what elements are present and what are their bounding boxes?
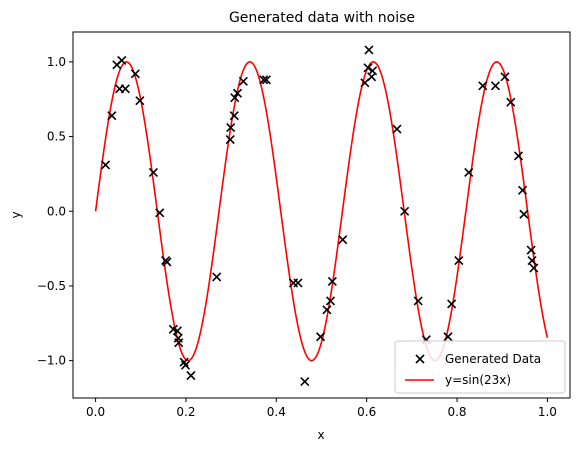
data-point bbox=[186, 371, 196, 381]
plot-frame bbox=[72, 31, 571, 399]
y-axis-ticks: −1.0 −0.5 0.0 0.5 1.0 bbox=[37, 55, 73, 368]
data-point bbox=[478, 81, 488, 91]
y-tick-label: 0.0 bbox=[47, 204, 66, 218]
data-point bbox=[400, 206, 410, 216]
data-point bbox=[148, 167, 158, 177]
data-point bbox=[259, 75, 269, 85]
data-point bbox=[212, 272, 222, 282]
data-point bbox=[513, 151, 524, 161]
data-point bbox=[519, 209, 529, 219]
y-tick-label: 1.0 bbox=[47, 55, 66, 69]
data-point bbox=[517, 185, 528, 195]
data-point bbox=[179, 357, 189, 367]
x-tick-label: 1.0 bbox=[538, 405, 557, 419]
data-point bbox=[527, 255, 537, 266]
data-point bbox=[135, 96, 145, 106]
data-point bbox=[413, 296, 423, 306]
x-tick-label: 0.4 bbox=[267, 405, 286, 419]
x-tick-label: 0.0 bbox=[86, 405, 105, 419]
legend-box bbox=[394, 340, 566, 394]
x-axis-ticks: 0.0 0.2 0.4 0.6 0.8 1.0 bbox=[86, 398, 557, 419]
data-point bbox=[300, 377, 310, 387]
data-point bbox=[230, 93, 240, 103]
data-point bbox=[392, 124, 402, 134]
x-axis-label: x bbox=[317, 428, 324, 442]
marker-layer bbox=[100, 45, 539, 387]
data-point bbox=[155, 208, 165, 218]
data-point bbox=[162, 257, 172, 267]
data-point bbox=[117, 55, 127, 65]
data-point bbox=[180, 360, 191, 370]
data-point bbox=[100, 160, 111, 170]
line-layer bbox=[94, 61, 549, 362]
y-axis-label: y bbox=[9, 211, 23, 218]
x-tick-label: 0.6 bbox=[357, 405, 376, 419]
data-point bbox=[226, 123, 236, 133]
data-point bbox=[367, 66, 378, 76]
data-point bbox=[327, 276, 337, 287]
data-point bbox=[316, 332, 326, 342]
chart-title: Generated data with noise bbox=[229, 10, 415, 26]
y-tick-label: −0.5 bbox=[37, 279, 66, 293]
y-tick-label: −1.0 bbox=[37, 354, 66, 368]
data-point bbox=[174, 338, 184, 348]
plot-area bbox=[72, 31, 571, 399]
data-point bbox=[526, 245, 536, 255]
data-point bbox=[364, 45, 374, 55]
sine-curve-line bbox=[94, 61, 549, 362]
data-point bbox=[120, 84, 130, 94]
data-point bbox=[232, 88, 243, 98]
data-point bbox=[322, 305, 332, 315]
data-point bbox=[229, 111, 239, 121]
data-point bbox=[529, 263, 539, 273]
x-tick-label: 0.8 bbox=[447, 405, 466, 419]
y-tick-label: 0.5 bbox=[47, 130, 66, 144]
x-tick-label: 0.2 bbox=[176, 405, 195, 419]
data-point bbox=[238, 76, 248, 86]
data-point bbox=[454, 255, 464, 266]
data-point bbox=[490, 81, 501, 91]
data-point bbox=[293, 278, 303, 288]
data-point bbox=[506, 97, 516, 107]
legend-marker-x-icon bbox=[415, 354, 425, 364]
data-point bbox=[500, 72, 510, 82]
data-point bbox=[130, 69, 140, 79]
data-point bbox=[464, 167, 474, 177]
data-point bbox=[443, 332, 453, 342]
data-point bbox=[225, 134, 235, 145]
data-point bbox=[107, 111, 117, 121]
data-point bbox=[325, 296, 336, 306]
data-point bbox=[363, 63, 373, 73]
data-point bbox=[172, 326, 182, 336]
legend: Generated Data y=sin(23x) bbox=[394, 340, 566, 394]
data-point bbox=[261, 75, 271, 85]
data-point bbox=[447, 299, 457, 309]
legend-label-generated-data: Generated Data bbox=[445, 352, 541, 366]
legend-label-sine-curve: y=sin(23x) bbox=[445, 373, 511, 387]
data-point bbox=[338, 235, 348, 245]
